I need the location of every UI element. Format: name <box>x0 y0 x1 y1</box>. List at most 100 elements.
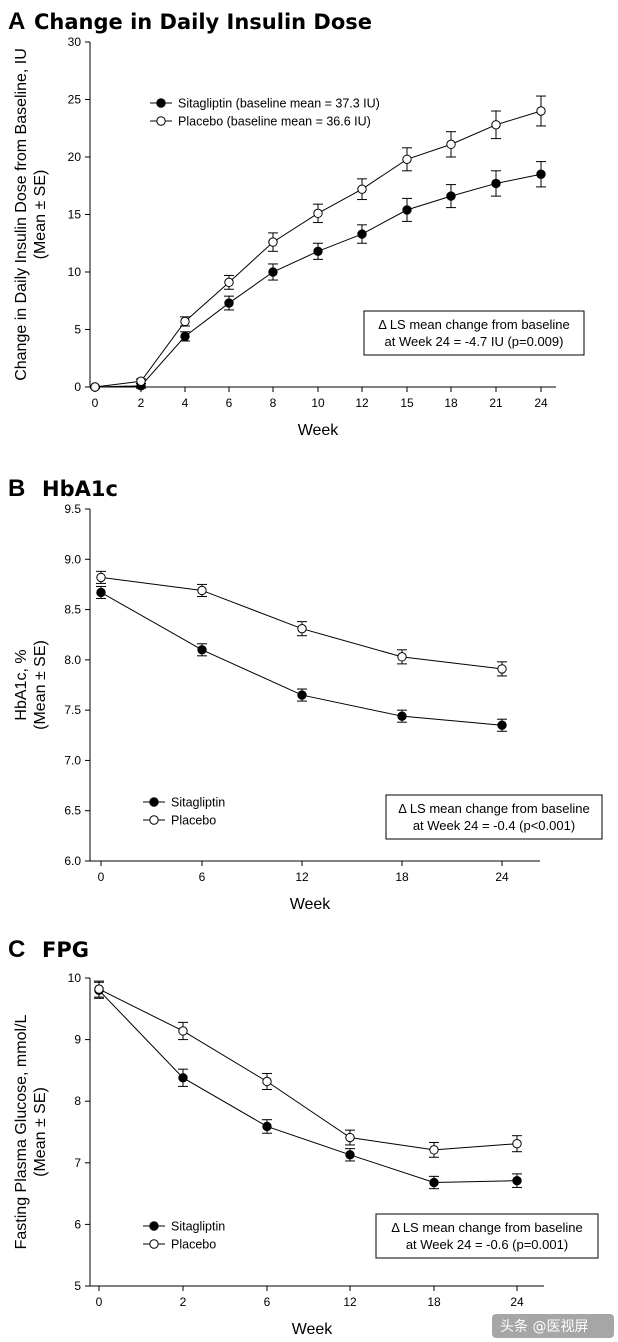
panel-a-y-axis-subtitle: (Mean ± SE) <box>32 170 49 260</box>
panel-c-x-tick-label: 2 <box>180 1295 187 1309</box>
panel-a-x-tick-label: 21 <box>489 396 503 410</box>
panel-b-title: HbA1c <box>42 477 118 501</box>
panel-b-y-tick-label: 9.5 <box>64 502 81 516</box>
panel-b-annotation-line-1: Δ LS mean change from baseline <box>398 801 590 816</box>
panel-a-x-tick-label: 0 <box>92 396 99 410</box>
panel-a-sitagliptin-marker <box>357 229 367 239</box>
panel-c-sitagliptin-line <box>98 989 518 1184</box>
panel-a-x-tick-label: 4 <box>182 396 189 410</box>
panel-a-legend-marker <box>156 98 166 108</box>
panel-a-placebo-marker <box>224 277 234 288</box>
panel-a-y-axis-title: Change in Daily Insulin Dose from Baseli… <box>13 48 30 381</box>
panel-c-y-tick-label: 8 <box>74 1094 81 1108</box>
panel-b-annotation-line-2: at Week 24 = -0.4 (p<0.001) <box>413 818 575 833</box>
panel-c-title: FPG <box>42 938 89 962</box>
panel-a-sitagliptin-marker <box>536 169 546 179</box>
panel-a-placebo-marker <box>402 154 412 165</box>
panel-b-sitagliptin-marker <box>397 711 407 721</box>
panel-a-y-tick-label: 25 <box>68 93 82 107</box>
panel-b-x-axis-title: Week <box>290 896 332 913</box>
panel-c-y-tick-label: 7 <box>74 1156 81 1170</box>
panel-a-placebo-marker <box>268 237 278 247</box>
panel-c-placebo-line <box>98 988 518 1151</box>
panel-b-legend-label: Placebo <box>171 814 216 828</box>
panel-c-x-tick-label: 24 <box>510 1295 524 1309</box>
panel-c-annotation-line-1: Δ LS mean change from baseline <box>391 1220 583 1235</box>
panel-c-x-tick-label: 18 <box>427 1295 441 1309</box>
panel-b-y-axis-title: HbA1c, % <box>13 649 30 720</box>
panel-c-annotation-box <box>375 1213 599 1259</box>
panel-c-placebo-marker <box>178 1026 188 1036</box>
panel-a-annotation-line-2: at Week 24 = -4.7 IU (p=0.009) <box>385 334 564 349</box>
panel-b-sitagliptin-marker <box>197 645 207 655</box>
panel-a-x-tick-label: 15 <box>400 396 414 410</box>
panel-a-y-tick-label: 20 <box>68 150 82 164</box>
panel-a-y-tick-label: 5 <box>74 323 81 337</box>
panel-a-legend-marker <box>156 116 166 126</box>
panel-b-legend-label: Sitagliptin <box>171 796 225 810</box>
panel-c-legend-label: Sitagliptin <box>171 1220 225 1234</box>
panel-b-legend-marker <box>149 797 159 807</box>
panel-b-y-tick-label: 7.5 <box>64 703 81 717</box>
panel-a-legend-label: Sitagliptin (baseline mean = 37.3 IU) <box>178 97 380 111</box>
watermark-text: 头条 @医视屏 <box>500 1318 588 1335</box>
panel-a-y-tick-label: 0 <box>74 380 81 394</box>
panel-a-letter: A <box>8 8 25 35</box>
panel-c-y-tick-label: 5 <box>74 1279 81 1293</box>
panel-a-annotation-box <box>363 310 585 356</box>
panel-b-y-tick-label: 8.5 <box>64 603 81 617</box>
panel-b-x-tick-label: 12 <box>295 870 309 884</box>
panel-a-sitagliptin-marker <box>491 178 501 189</box>
panel-b-placebo-marker <box>497 664 507 674</box>
panel-b-sitagliptin-marker <box>497 720 507 730</box>
panel-a-x-tick-label: 8 <box>270 396 277 410</box>
panel-c-placebo-marker <box>429 1145 439 1155</box>
panel-a-placebo-marker <box>357 184 367 194</box>
panel-c-x-tick-label: 6 <box>264 1295 271 1309</box>
panel-b-x-tick-label: 24 <box>495 870 509 884</box>
panel-a-placebo-marker <box>313 208 323 219</box>
panel-b-sitagliptin-marker <box>297 690 307 700</box>
panel-c-y-tick-label: 9 <box>74 1033 81 1047</box>
panel-b-y-tick-label: 8.0 <box>64 653 81 667</box>
panel-c-legend-marker <box>149 1221 159 1231</box>
panel-a-y-tick-label: 10 <box>68 265 82 279</box>
panel-b-legend-marker <box>149 815 159 825</box>
panel-b-x-tick-label: 6 <box>199 870 206 884</box>
panel-a-placebo-marker <box>491 120 501 130</box>
panel-c-placebo-marker <box>345 1132 355 1143</box>
panel-c-sitagliptin-marker <box>512 1175 522 1186</box>
panel-c-legend-marker <box>149 1239 159 1249</box>
panel-a-y-tick-label: 15 <box>68 208 82 222</box>
watermark: 头条 @医视屏 <box>492 1314 614 1338</box>
panel-c-x-axis-title: Week <box>292 1321 334 1338</box>
panel-a-placebo-marker <box>136 376 146 386</box>
panel-b-x-tick-label: 0 <box>98 870 105 884</box>
panel-c-y-axis-subtitle: (Mean ± SE) <box>32 1087 49 1177</box>
panel-c-x-tick-label: 12 <box>343 1295 357 1309</box>
panel-c-placebo-marker <box>512 1139 522 1149</box>
panel-a-title: Change in Daily Insulin Dose <box>34 10 372 34</box>
panel-b-y-tick-label: 9.0 <box>64 552 81 566</box>
panel-c-sitagliptin-marker <box>345 1150 355 1160</box>
panel-b-x-tick-label: 18 <box>395 870 409 884</box>
panel-b-annotation-box <box>385 794 603 840</box>
panel-a-placebo-marker <box>180 316 190 327</box>
panel-c-sitagliptin-marker <box>178 1073 188 1083</box>
panel-a-sitagliptin-marker <box>402 205 412 215</box>
panel-b-y-tick-label: 7.0 <box>64 753 81 767</box>
panel-b-y-tick-label: 6.5 <box>64 804 81 818</box>
panel-a-placebo-marker <box>90 382 100 392</box>
panel-a-x-axis-title: Week <box>298 422 340 439</box>
panel-a-placebo-marker <box>446 139 456 150</box>
panel-b-y-axis-subtitle: (Mean ± SE) <box>32 640 49 730</box>
panel-a-x-tick-label: 2 <box>138 396 145 410</box>
panel-a-sitagliptin-marker <box>313 246 323 257</box>
panel-b-sitagliptin-marker <box>96 587 106 598</box>
panel-a-x-tick-label: 12 <box>355 396 369 410</box>
panel-a-sitagliptin-marker <box>224 298 234 308</box>
panel-c-y-axis-title: Fasting Plasma Glucose, mmol/L <box>13 1015 30 1250</box>
panel-c-sitagliptin-marker <box>429 1177 439 1188</box>
